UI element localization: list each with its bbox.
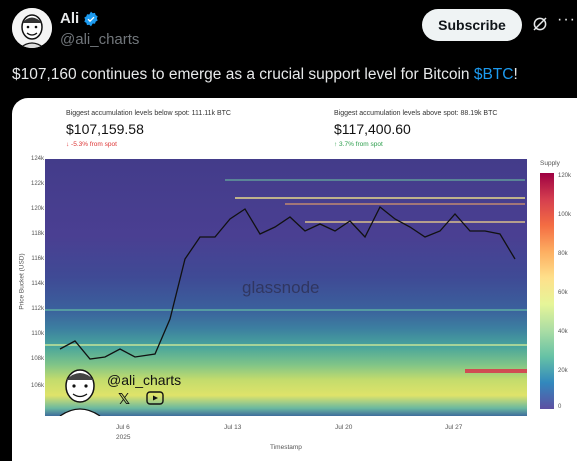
more-options-icon[interactable]: ··· xyxy=(557,11,576,28)
colorbar-tick: 120k xyxy=(558,173,572,179)
y-tick: 120k xyxy=(30,206,44,212)
y-tick: 118k xyxy=(31,231,44,237)
y-tick: 114k xyxy=(31,281,44,287)
youtube-icon xyxy=(146,391,164,405)
x-tick: Jul 27 xyxy=(445,424,463,431)
y-tick: 108k xyxy=(30,356,44,362)
stat-above-spot: Biggest accumulation levels above spot: … xyxy=(334,110,497,148)
y-tick: 116k xyxy=(31,256,44,262)
tweet-text-main: $107,160 continues to emerge as a crucia… xyxy=(12,66,474,83)
colorbar-tick: 60k xyxy=(558,290,568,296)
grok-icon[interactable] xyxy=(531,15,549,33)
heatmap-band xyxy=(225,179,525,181)
author-name[interactable]: Ali xyxy=(60,10,80,27)
stat-above-value: $117,400.60 xyxy=(334,121,411,137)
stat-below-label: Biggest accumulation levels below spot: … xyxy=(66,110,231,117)
author-handle[interactable]: @ali_charts xyxy=(60,31,140,48)
heatmap-band xyxy=(235,197,525,199)
subscribe-button[interactable]: Subscribe xyxy=(422,9,522,41)
colorbar-tick: 20k xyxy=(558,368,568,374)
y-tick: 124k xyxy=(30,156,44,162)
stat-below-change: ↓ -5.3% from spot xyxy=(66,141,117,148)
price-line xyxy=(59,205,516,360)
tweet-text: $107,160 continues to emerge as a crucia… xyxy=(12,66,518,84)
heatmap-band xyxy=(45,309,527,311)
colorbar-title: Supply xyxy=(540,160,560,167)
tweet-header: Ali @ali_charts Subscribe ··· xyxy=(0,0,577,60)
verified-badge-icon xyxy=(84,11,98,26)
overlay-handle: @ali_charts xyxy=(107,372,182,388)
y-tick: 106k xyxy=(30,383,44,389)
colorbar xyxy=(540,173,554,409)
y-tick: 122k xyxy=(30,181,44,187)
chart-image[interactable]: Biggest accumulation levels below spot: … xyxy=(12,98,577,461)
x-tick: Jul 6 xyxy=(116,424,130,431)
glassnode-watermark: glassnode xyxy=(242,278,320,297)
heatmap-band xyxy=(285,203,525,205)
y-tick: 112k xyxy=(31,306,44,312)
x-axis-title: Timestamp xyxy=(270,444,302,451)
x-logo-icon: 𝕏 xyxy=(118,391,131,408)
colorbar-tick: 40k xyxy=(558,329,568,335)
tweet-text-end: ! xyxy=(513,66,518,83)
heatmap-band xyxy=(45,344,527,346)
heatmap-band xyxy=(305,221,525,223)
colorbar-tick: 0 xyxy=(558,404,562,410)
stat-above-change: ↑ 3.7% from spot xyxy=(334,141,383,148)
avatar[interactable] xyxy=(12,8,52,48)
x-tick: Jul 13 xyxy=(224,424,242,431)
heatmap xyxy=(45,159,527,416)
stat-below-spot: Biggest accumulation levels below spot: … xyxy=(66,110,231,148)
cashtag-link[interactable]: $BTC xyxy=(473,66,514,83)
colorbar-tick: 100k xyxy=(558,212,572,218)
y-tick: 110k xyxy=(31,331,44,337)
stat-above-label: Biggest accumulation levels above spot: … xyxy=(334,110,498,117)
heatmap-band xyxy=(465,369,527,373)
x-year: 2025 xyxy=(116,434,131,441)
colorbar-tick: 80k xyxy=(558,251,568,257)
x-tick: Jul 20 xyxy=(335,424,353,431)
mascot-illustration xyxy=(59,369,101,416)
stat-below-value: $107,159.58 xyxy=(66,121,144,137)
